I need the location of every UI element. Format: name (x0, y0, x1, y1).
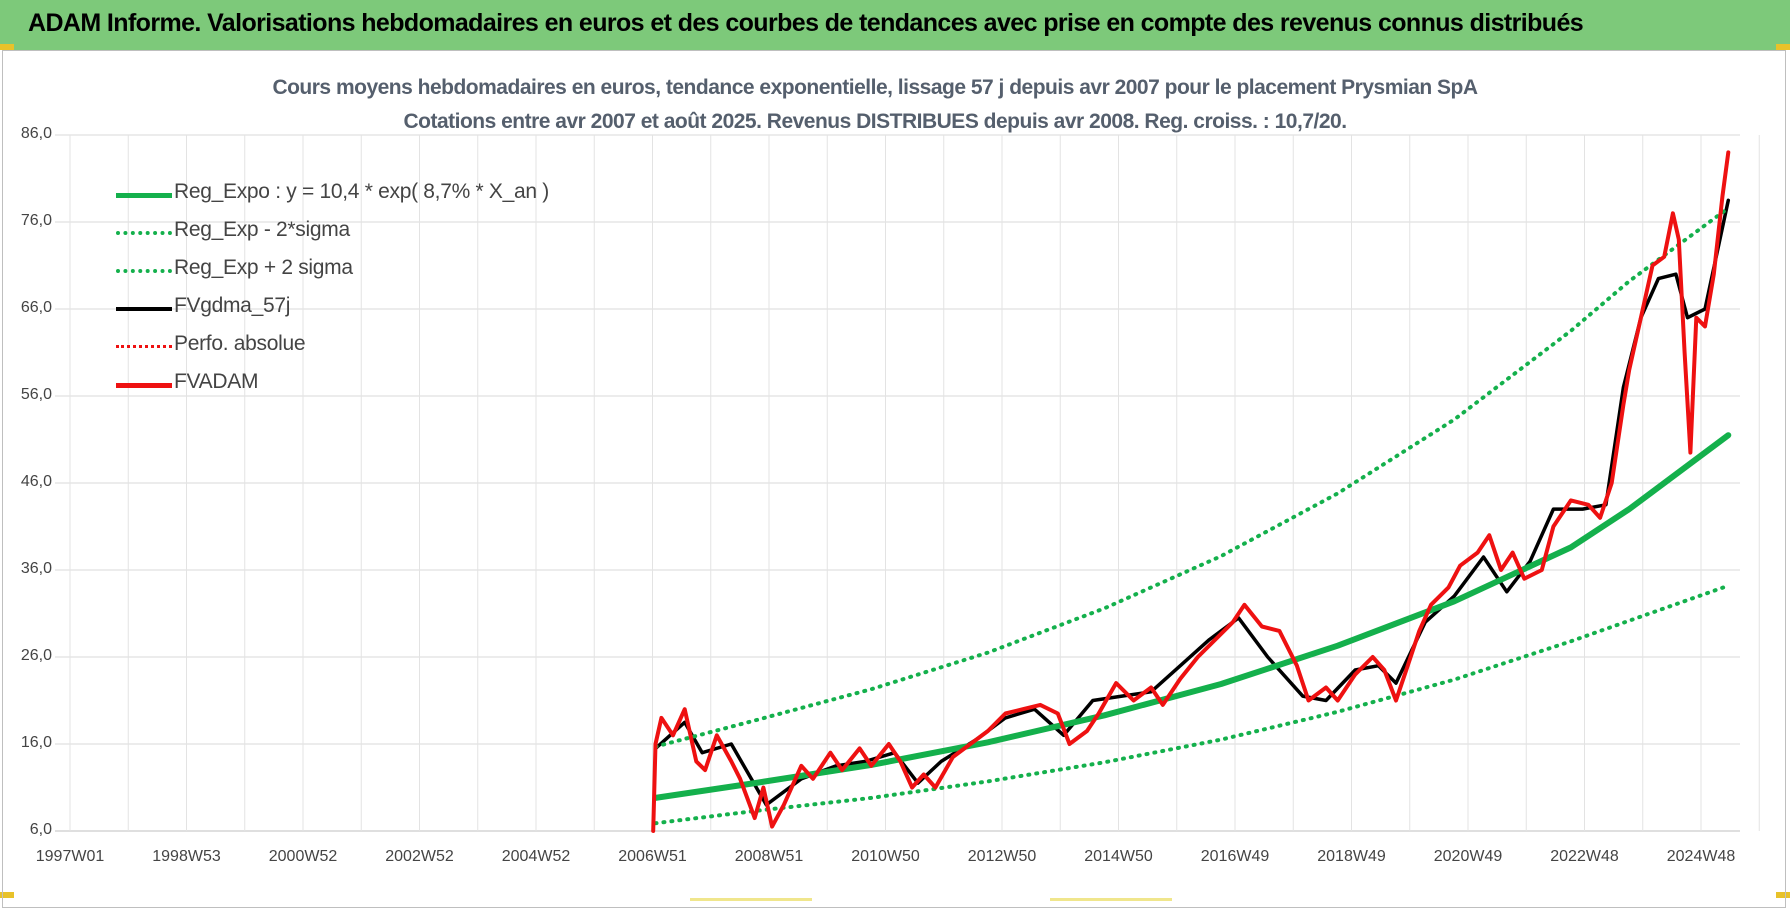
bottom-accent (1050, 898, 1172, 901)
x-tick-label: 2022W48 (1550, 848, 1619, 865)
x-tick-label: 2006W51 (618, 848, 687, 865)
x-tick-label: 2014W50 (1084, 848, 1153, 865)
report-title: ADAM Informe. Valorisations hebdomadaire… (28, 9, 1584, 37)
y-tick-label: 86,0 (20, 125, 52, 142)
legend-label: Reg_Exp - 2*sigma (174, 218, 350, 241)
x-tick-label: 2004W52 (501, 848, 571, 865)
legend-swatch (116, 307, 172, 311)
legend-swatch (116, 231, 172, 235)
chart-frame (2, 50, 1786, 908)
legend-swatch (116, 193, 172, 198)
x-tick-label: 2000W52 (268, 848, 338, 865)
legend-swatch (116, 269, 172, 273)
y-tick-label: 76,0 (20, 212, 52, 229)
x-tick-label: 1997W01 (35, 848, 105, 865)
legend-label: Reg_Expo : y = 10,4 * exp( 8,7% * X_an ) (174, 180, 549, 203)
y-tick-label: 46,0 (20, 473, 52, 490)
series-line-fvadam (651, 150, 1731, 833)
corner-marker (0, 44, 14, 50)
chart-subtitle: Cotations entre avr 2007 et août 2025. R… (250, 110, 1500, 134)
series-line-reg-expo-y-10-4-exp-8-7-x-an (652, 432, 1732, 801)
x-tick-label: 2012W50 (967, 848, 1037, 865)
x-tick-label: 2002W52 (385, 848, 454, 865)
x-tick-label: 2008W51 (734, 848, 804, 865)
legend-swatch (116, 345, 172, 348)
report-header: ADAM Informe. Valorisations hebdomadaire… (0, 0, 1790, 50)
corner-marker (1776, 892, 1790, 898)
x-tick-label: 2024W48 (1666, 848, 1736, 865)
corner-marker (0, 892, 14, 898)
corner-marker (1776, 44, 1790, 50)
y-tick-label: 16,0 (20, 734, 52, 751)
series-line-fvgdma-57j (653, 198, 1731, 807)
y-tick-label: 36,0 (20, 560, 52, 577)
x-tick-label: 2018W49 (1317, 848, 1386, 865)
legend-label: FVgdma_57j (174, 294, 291, 317)
x-tick-label: 2020W49 (1433, 848, 1503, 865)
bottom-accent (690, 898, 812, 901)
chart-title: Cours moyens hebdomadaires en euros, ten… (250, 76, 1500, 100)
series-line-reg-exp-2-sigma (653, 206, 1731, 749)
y-tick-label: 26,0 (20, 647, 52, 664)
y-tick-label: 6,0 (29, 821, 52, 838)
x-tick-label: 1998W53 (152, 848, 221, 865)
series-line-reg-exp-2-sigma (653, 583, 1731, 826)
y-tick-label: 56,0 (20, 386, 52, 403)
legend-label: Reg_Exp + 2 sigma (174, 256, 353, 279)
legend-label: Perfo. absolue (174, 332, 306, 355)
legend-swatch (116, 383, 172, 388)
x-tick-label: 2016W49 (1200, 848, 1270, 865)
legend-label: FVADAM (174, 370, 259, 393)
y-tick-label: 66,0 (20, 299, 52, 316)
x-tick-label: 2010W50 (851, 848, 920, 865)
